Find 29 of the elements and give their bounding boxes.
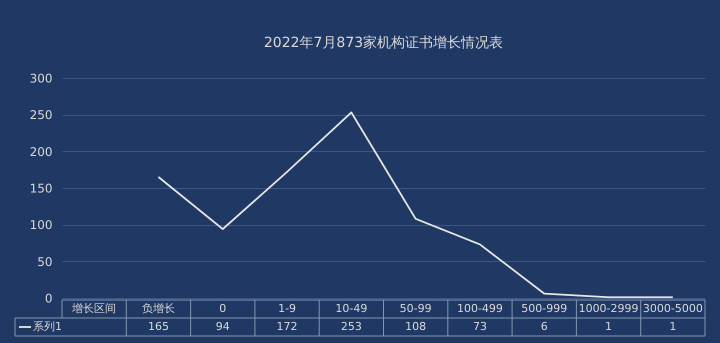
- y-tick-label: 250: [30, 108, 52, 122]
- x-tick-label: 500-999: [521, 302, 568, 315]
- x-tick-label: 负增长: [142, 302, 175, 315]
- data-label: 172: [276, 320, 298, 333]
- data-label: 108: [405, 320, 426, 333]
- data-label: 1: [669, 320, 676, 333]
- data-label: 1: [605, 320, 612, 333]
- data-label: 94: [216, 320, 230, 333]
- y-tick-label: 200: [30, 144, 52, 159]
- data-label: 73: [472, 320, 487, 333]
- y-tick-label: 50: [37, 254, 52, 269]
- x-tick-label: 1-9: [278, 302, 296, 315]
- y-tick-label: 100: [30, 218, 52, 232]
- x-tick-label: 10-49: [335, 302, 368, 315]
- chart-title: 2022年7月873家机构证书增长情况表: [264, 35, 504, 51]
- data-label: 6: [540, 320, 548, 333]
- line-series: [158, 112, 674, 298]
- data-label: 253: [340, 320, 362, 333]
- x-tick-label: 50-99: [400, 302, 432, 315]
- data-label: 165: [148, 320, 169, 333]
- x-axis-title: 增长区间: [71, 302, 116, 315]
- y-tick-label: 0: [44, 292, 52, 306]
- x-tick-label: 1000-2999: [578, 302, 639, 315]
- x-tick-label: 3000-5000: [642, 302, 703, 315]
- x-tick-label: 100-499: [456, 302, 503, 315]
- y-tick-label: 300: [30, 72, 52, 86]
- legend-label: 系列1: [33, 320, 62, 333]
- x-tick-label: 0: [219, 302, 226, 315]
- y-tick-label: 150: [30, 182, 52, 196]
